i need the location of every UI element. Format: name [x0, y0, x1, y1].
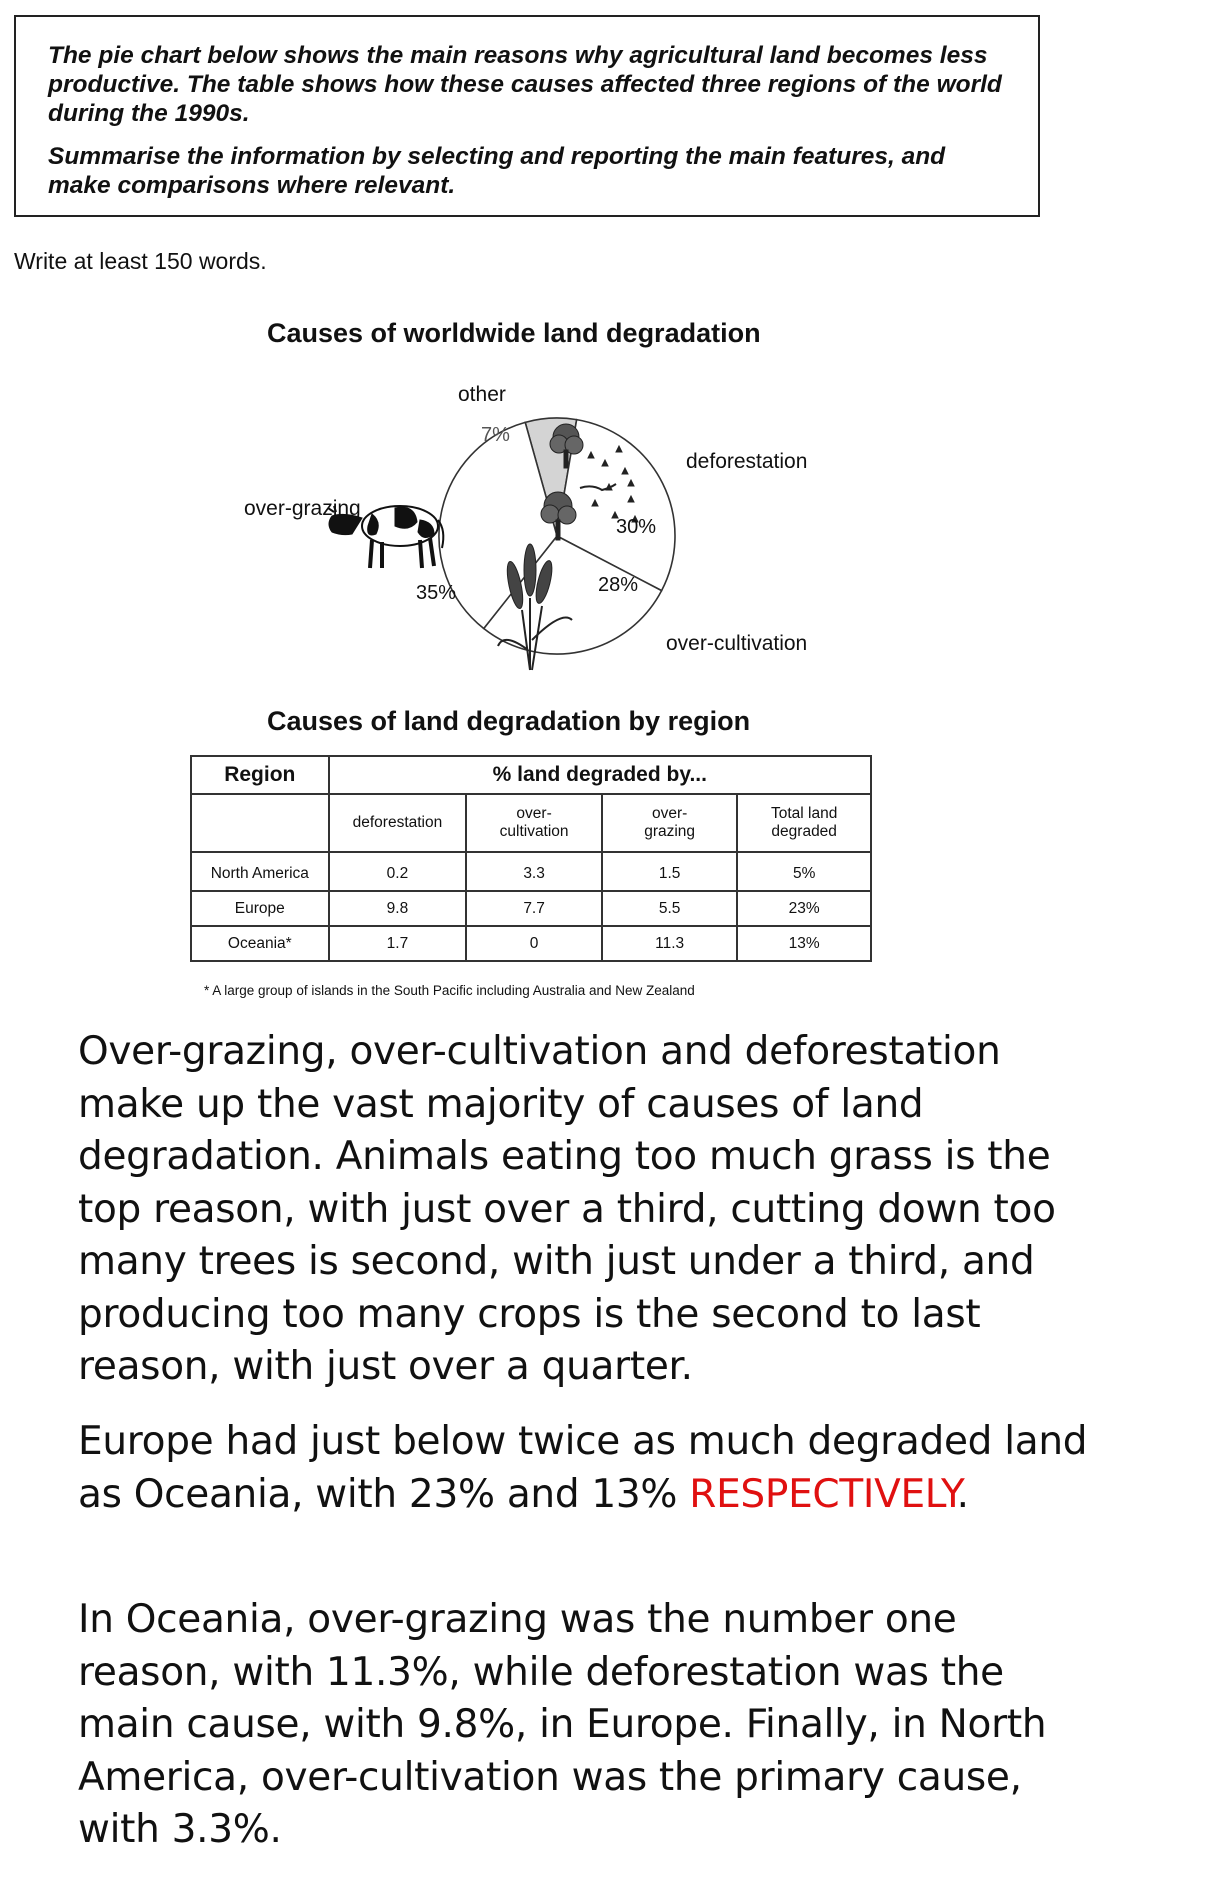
task-instructions-box: The pie chart below shows the main reaso…	[14, 15, 1040, 217]
pie-pct-other: 7%	[481, 424, 510, 446]
essay-line: degradation. Animals eating too much gra…	[78, 1134, 1051, 1179]
pie-chart-svg	[327, 417, 676, 671]
value-cell: 9.8	[327, 890, 468, 927]
value-cell: 1.7	[327, 925, 468, 962]
table-footnote: * A large group of islands in the South …	[204, 983, 695, 998]
header-col: over-grazing	[600, 793, 739, 853]
essay-line: as Oceania, with 23% and 13% RESPECTIVEL…	[78, 1469, 1087, 1522]
degradation-table: Region % land degraded by... deforestati…	[190, 755, 873, 962]
pie-label-deforestation: deforestation	[686, 450, 808, 473]
table-title: Causes of land degradation by region	[267, 706, 751, 736]
pie-chart-title: Causes of worldwide land degradation	[267, 318, 761, 348]
essay-line: In Oceania, over-grazing was the number …	[78, 1597, 957, 1642]
essay-line: main cause, with 9.8%, in Europe. Finall…	[78, 1702, 1047, 1747]
pie-slice-deforestation	[556, 418, 676, 592]
value-cell: 3.3	[465, 851, 603, 892]
value-cell: 11.3	[600, 925, 739, 962]
value-cell: 23%	[736, 890, 872, 927]
table-row: Oceania* 1.7 0 11.3 13%	[190, 925, 872, 962]
task-paragraph-1: The pie chart below shows the main reaso…	[48, 42, 1002, 127]
essay-line: Europe had just below twice as much degr…	[78, 1419, 1088, 1464]
wheat-icon	[497, 543, 573, 671]
word-requirement: Write at least 150 words.	[14, 248, 267, 274]
pie-pct-deforestation: 30%	[616, 516, 657, 538]
value-cell: 7.7	[465, 890, 603, 927]
value-cell: 0.2	[327, 851, 468, 892]
degradation-table-wrap: Region % land degraded by... deforestati…	[190, 755, 873, 962]
essay-line: Over-grazing, over-cultivation and defor…	[78, 1029, 1001, 1074]
value-cell: 5.5	[600, 890, 739, 927]
pie-pct-over-cultivation: 28%	[598, 574, 639, 596]
essay-text: .	[956, 1471, 969, 1517]
value-cell: 13%	[736, 925, 872, 962]
cow-icon	[327, 505, 445, 569]
region-cell: Europe	[190, 890, 330, 927]
essay-line: top reason, with just over a third, cutt…	[78, 1186, 1056, 1232]
essay-paragraph-2: Europe had just below twice as much degr…	[78, 1416, 1088, 1522]
pie-label-other: other	[458, 383, 506, 406]
region-cell: Oceania*	[190, 925, 330, 962]
region-cell: North America	[190, 851, 330, 892]
pie-slice-over-grazing	[438, 421, 558, 630]
task-paragraph-2: Summarise the information by selecting a…	[48, 143, 946, 199]
essay-line: producing too many crops is the second t…	[78, 1291, 981, 1337]
essay-line: reason, with just over a quarter.	[78, 1344, 693, 1389]
header-empty	[190, 793, 330, 853]
pie-chart: other deforestation over-cultivation ove…	[230, 370, 850, 690]
header-col: deforestation	[327, 793, 468, 853]
essay-line: with 3.3%.	[78, 1807, 282, 1852]
value-cell: 5%	[736, 851, 872, 892]
header-col: Total land degraded	[736, 793, 872, 853]
respectively-emphasis: RESPECTIVELY	[689, 1471, 957, 1517]
header-region: Region	[190, 755, 330, 795]
table-row: North America 0.2 3.3 1.5 5%	[190, 851, 872, 892]
essay-line: many trees is second, with just under a …	[78, 1239, 1035, 1284]
essay-line: make up the vast majority of causes of l…	[78, 1081, 924, 1127]
essay-text: as Oceania, with 23% and 13%	[78, 1471, 690, 1517]
essay-paragraph-3: In Oceania, over-grazing was the number …	[78, 1594, 1047, 1857]
pie-pct-over-grazing: 35%	[416, 582, 457, 604]
header-col: over-cultivation	[465, 793, 603, 853]
essay-line: reason, with 11.3%, while deforestation …	[78, 1649, 1004, 1695]
table-row: Europe 9.8 7.7 5.5 23%	[190, 890, 872, 927]
value-cell: 1.5	[600, 851, 739, 892]
tree-stumps-icon	[540, 423, 639, 541]
value-cell: 0	[465, 925, 603, 962]
essay-paragraph-1: Over-grazing, over-cultivation and defor…	[78, 1026, 1056, 1394]
pie-label-over-cultivation: over-cultivation	[666, 632, 808, 655]
essay-line: America, over-cultivation was the primar…	[78, 1754, 1022, 1800]
pie-label-over-grazing: over-grazing	[244, 497, 361, 520]
header-group: % land degraded by...	[327, 755, 873, 795]
